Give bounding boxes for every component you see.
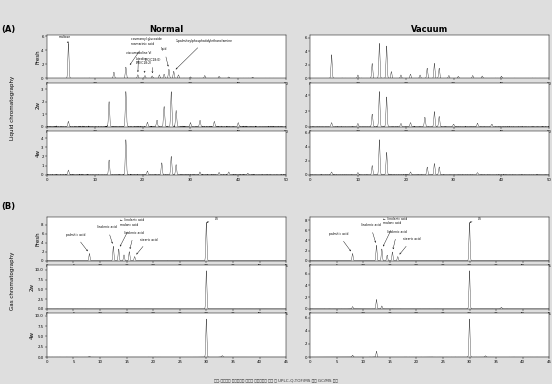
Y-axis label: Fresh: Fresh xyxy=(36,49,41,64)
Y-axis label: 2w: 2w xyxy=(36,101,41,109)
Y-axis label: Fresh: Fresh xyxy=(36,232,41,246)
Title: Normal: Normal xyxy=(150,25,184,34)
Y-axis label: 4w: 4w xyxy=(36,149,41,157)
Text: linolenic acid: linolenic acid xyxy=(360,223,380,242)
Y-axis label: 4w: 4w xyxy=(30,331,35,339)
Text: coumaroyl glucoside
rosmarinic acid: coumaroyl glucoside rosmarinic acid xyxy=(130,37,162,65)
Y-axis label: 2w: 2w xyxy=(30,283,35,291)
Text: lipid: lipid xyxy=(161,47,168,66)
Text: maltose: maltose xyxy=(59,35,71,43)
Text: palmitic acid: palmitic acid xyxy=(66,233,87,251)
Text: ←  linolenic acid
malonc acid: ← linolenic acid malonc acid xyxy=(383,217,407,246)
Text: Liquid chromatography: Liquid chromatography xyxy=(9,75,15,140)
Text: stearic acid: stearic acid xyxy=(400,237,421,254)
Text: viscumazoline VI: viscumazoline VI xyxy=(126,51,151,72)
Text: I.S: I.S xyxy=(207,217,218,223)
Text: ←  linolenic acid
malonc acid: ← linolenic acid malonc acid xyxy=(120,218,145,246)
Text: (B): (B) xyxy=(1,202,15,210)
Text: linolenic acid: linolenic acid xyxy=(387,230,407,249)
Text: LPC(C18:0): LPC(C18:0) xyxy=(145,58,161,73)
Text: palmitic acid: palmitic acid xyxy=(328,232,351,251)
Text: stearic acid: stearic acid xyxy=(137,237,157,254)
Text: luteolin
LPE(C18:2): luteolin LPE(C18:2) xyxy=(135,57,152,72)
Text: 1-palmitoylphosphatidylethanolamine: 1-palmitoylphosphatidylethanolamine xyxy=(176,39,233,69)
Text: I.S: I.S xyxy=(470,217,481,223)
Text: linolenic acid: linolenic acid xyxy=(124,231,144,248)
Text: Gas chromatography: Gas chromatography xyxy=(9,251,15,310)
Text: (A): (A) xyxy=(1,25,15,34)
Title: Vacuum: Vacuum xyxy=(411,25,448,34)
Text: 진공-질소치환 분쾴장치를 이용한 들깨분말의 저장 중 UPLC-Q-TOF/MS 또는 GC/MS 분석: 진공-질소치환 분쾴장치를 이용한 들깨분말의 저장 중 UPLC-Q-TOF/… xyxy=(214,378,338,382)
Text: linolenic acid: linolenic acid xyxy=(97,225,117,243)
